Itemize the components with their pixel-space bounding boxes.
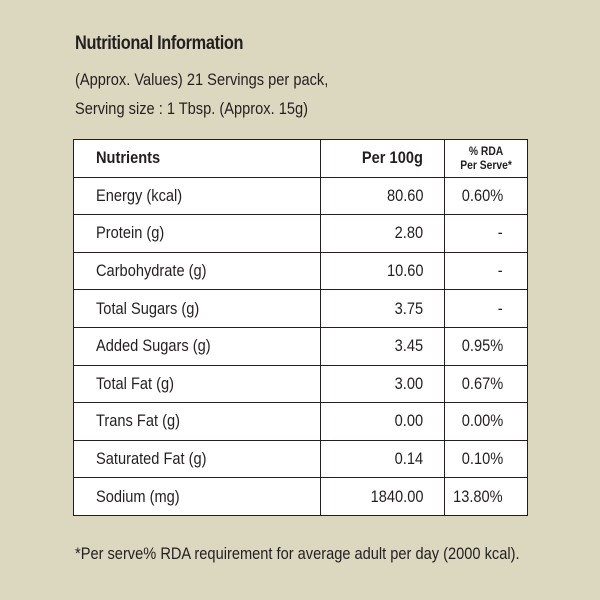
per-100g-value: 1840.00 bbox=[320, 477, 446, 516]
rda-value: 0.10% bbox=[444, 439, 528, 479]
rda-value: 0.67% bbox=[444, 364, 528, 404]
per-100g-value: 0.00 bbox=[320, 402, 446, 441]
nutrient-name: Protein (g) bbox=[72, 214, 322, 253]
nutrient-name: Total Sugars (g) bbox=[72, 289, 322, 328]
nutrient-name: Carbohydrate (g) bbox=[72, 251, 322, 291]
rda-value: 0.00% bbox=[444, 402, 528, 441]
rda-value: 13.80% bbox=[444, 477, 528, 516]
nutrient-name: Trans Fat (g) bbox=[72, 402, 322, 441]
rda-value: - bbox=[444, 214, 528, 253]
panel-title: Nutritional Information bbox=[75, 33, 244, 54]
per-100g-value: 80.60 bbox=[320, 176, 446, 216]
nutrient-name: Total Fat (g) bbox=[72, 364, 322, 404]
table-row: Carbohydrate (g) 10.60- bbox=[72, 251, 528, 291]
per-100g-value: 0.14 bbox=[320, 439, 446, 479]
table-row: Total Fat (g) 3.00 0.67% bbox=[72, 364, 528, 404]
table-row: Protein (g) 2.80- bbox=[72, 214, 528, 253]
per-100g-value: 10.60 bbox=[320, 251, 446, 291]
per-100g-value: 3.00 bbox=[320, 364, 446, 404]
servings-info: (Approx. Values) 21 Servings per pack, bbox=[75, 70, 329, 89]
rda-value: 0.95% bbox=[444, 326, 528, 366]
nutrition-table: Nutrients Per 100g % RDA Per Serve* Energ… bbox=[72, 139, 528, 516]
per-100g-value: 3.45 bbox=[320, 326, 446, 366]
rda-value: 0.60% bbox=[444, 176, 528, 216]
serving-size-info: Serving size : 1 Tbsp. (Approx. 15g) bbox=[75, 99, 308, 118]
table-row: Energy (kcal) 80.60 0.60% bbox=[72, 176, 528, 216]
nutrient-name: Energy (kcal) bbox=[72, 176, 322, 216]
header-rda-per-serve: % RDA Per Serve* bbox=[444, 139, 528, 178]
nutrient-name: Saturated Fat (g) bbox=[72, 439, 322, 479]
header-nutrients: Nutrients bbox=[72, 139, 322, 178]
nutrient-name: Added Sugars (g) bbox=[72, 326, 322, 366]
rda-value: - bbox=[444, 289, 528, 328]
rda-value: - bbox=[444, 251, 528, 291]
nutrient-name: Sodium (mg) bbox=[72, 477, 322, 516]
per-100g-value: 2.80 bbox=[320, 214, 446, 253]
per-100g-value: 3.75 bbox=[320, 289, 446, 328]
header-per-100g: Per 100g bbox=[320, 139, 446, 178]
table-header-row: Nutrients Per 100g % RDA Per Serve* bbox=[72, 139, 528, 178]
table-row: Trans Fat (g) 0.00 0.00% bbox=[72, 402, 528, 441]
table-row: Added Sugars (g) 3.45 0.95% bbox=[72, 326, 528, 366]
footnote: *Per serve% RDA requirement for average … bbox=[75, 544, 520, 563]
table-row: Sodium (mg) 1840.00 13.80% bbox=[72, 477, 528, 516]
table-row: Total Sugars (g) 3.75- bbox=[72, 289, 528, 328]
table-row: Saturated Fat (g) 0.14 0.10% bbox=[72, 439, 528, 479]
